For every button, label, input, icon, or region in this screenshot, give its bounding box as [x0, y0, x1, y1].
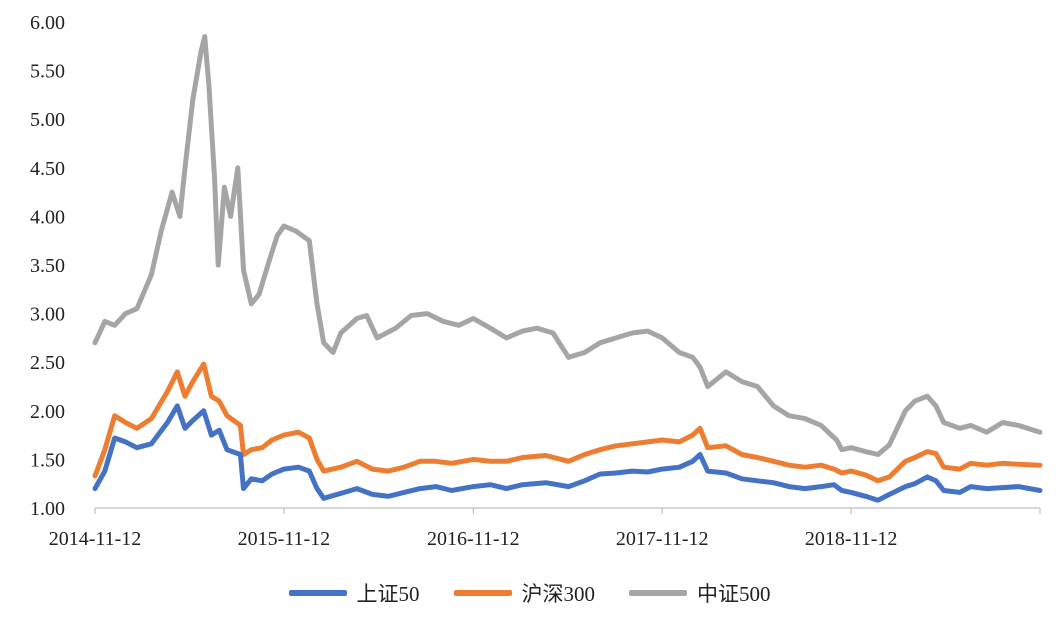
legend-swatch-csi500 — [629, 590, 687, 596]
y-tick-label: 5.00 — [30, 109, 65, 131]
x-axis-tick-labels: 2014-11-12 2015-11-12 2016-11-12 2017-11-12… — [49, 528, 898, 550]
legend: 上证50 沪深300 中证500 — [0, 578, 1059, 608]
legend-item-csi300: 沪深300 — [453, 578, 596, 608]
x-tick-label: 2016-11-12 — [427, 528, 520, 550]
series-line-csi300 — [92, 361, 1043, 484]
legend-swatch-sse50 — [288, 590, 347, 596]
x-axis-ticks — [94, 508, 1041, 514]
legend-item-sse50: 上证50 — [288, 578, 420, 608]
legend-item-csi500: 中证500 — [629, 578, 771, 608]
legend-label-csi500: 中证500 — [697, 582, 771, 606]
y-tick-label: 5.50 — [30, 61, 65, 83]
y-tick-label: 6.00 — [30, 12, 65, 34]
x-tick-label: 2015-11-12 — [238, 528, 331, 550]
series-line-sse50 — [92, 403, 1043, 503]
y-axis-tick-labels: 1.00 1.50 2.00 2.50 3.00 3.50 4.00 4.50 5.00 5.50… — [30, 12, 65, 520]
y-tick-label: 3.00 — [30, 304, 65, 326]
y-tick-label: 3.50 — [30, 255, 65, 277]
y-tick-label: 4.50 — [30, 158, 65, 180]
legend-label-csi300: 沪深300 — [521, 582, 596, 606]
x-tick-label: 2018-11-12 — [805, 528, 898, 550]
x-tick-label: 2017-11-12 — [616, 528, 709, 550]
series-layer — [92, 34, 1043, 503]
y-tick-label: 2.50 — [30, 352, 65, 374]
legend-label-sse50: 上证50 — [356, 582, 420, 606]
y-tick-label: 2.00 — [30, 401, 65, 423]
y-tick-label: 1.50 — [30, 449, 65, 471]
legend-swatch-csi300 — [453, 590, 512, 596]
y-tick-label: 4.00 — [30, 206, 65, 228]
y-tick-label: 1.00 — [30, 498, 65, 520]
chart-canvas: 1.00 1.50 2.00 2.50 3.00 3.50 4.00 4.50 5.00 5.50… — [30, 12, 1043, 550]
x-tick-label: 2014-11-12 — [49, 528, 142, 550]
series-line-csi500 — [92, 34, 1043, 457]
